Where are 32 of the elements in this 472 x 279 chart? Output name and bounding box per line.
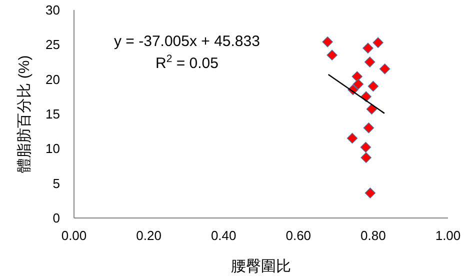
point [366,104,378,114]
point [379,64,390,74]
x-tick-label: 0.80 [360,228,386,243]
point [352,71,362,82]
point [360,152,372,164]
point [346,132,358,144]
point [368,80,379,92]
y-tick-label: 0 [52,210,60,226]
x-tick-label: 0.60 [286,228,312,243]
y-tick-label: 30 [46,2,60,18]
x-tick-label: 0.20 [136,228,162,243]
point [364,56,376,68]
point [364,188,376,198]
y-axis-title: 體脂肪百分比 (%) [16,55,33,173]
point [326,50,338,60]
point [372,37,384,48]
y-tick-label: 25 [46,37,60,52]
y-tick-label: 5 [52,176,60,191]
x-tick-label: 0.40 [210,228,236,243]
point [322,36,333,48]
point [363,122,374,134]
x-axis-title: 腰臀圍比 [231,258,291,275]
y-tick-label: 15 [46,106,60,122]
point [352,78,364,90]
x-tick-label: 1.00 [435,228,461,243]
annotation: y = -37.005x + 45.833 [114,33,260,50]
point [360,142,372,153]
point [362,42,374,54]
annotation: R$^{2}$ = 0.05 [156,53,218,72]
x-tick-label: 0.00 [61,228,87,243]
y-tick-label: 10 [46,141,60,156]
y-tick-label: 20 [46,72,60,87]
